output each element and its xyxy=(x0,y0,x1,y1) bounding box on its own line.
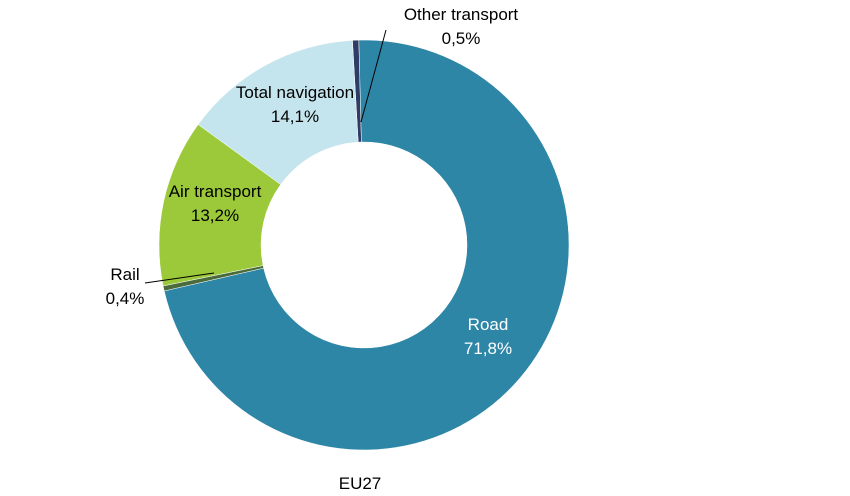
slice-total-navigation xyxy=(197,40,359,185)
slice-value-rail: 0,4% xyxy=(106,289,145,308)
slice-value-air-transport: 13,2% xyxy=(191,206,239,225)
slice-label-air-transport: Air transport xyxy=(169,182,262,201)
slice-value-road: 71,8% xyxy=(464,339,512,358)
slice-label-road: Road xyxy=(468,315,509,334)
slice-label-other-transport: Other transport xyxy=(404,5,519,24)
slice-label-total-navigation: Total navigation xyxy=(236,83,354,102)
slice-value-other-transport: 0,5% xyxy=(442,29,481,48)
slice-label-rail: Rail xyxy=(110,265,139,284)
slice-road xyxy=(163,39,570,451)
slice-value-total-navigation: 14,1% xyxy=(271,107,319,126)
slices-group xyxy=(158,39,570,451)
leader-lines-group xyxy=(144,29,387,284)
leader-line-rail xyxy=(144,272,215,284)
chart-xlabel: EU27 xyxy=(339,474,382,493)
labels-group: Road 71,8% Rail 0,4% Air transport 13,2% Total… xyxy=(106,5,519,358)
leader-line-other-transport xyxy=(360,29,387,123)
